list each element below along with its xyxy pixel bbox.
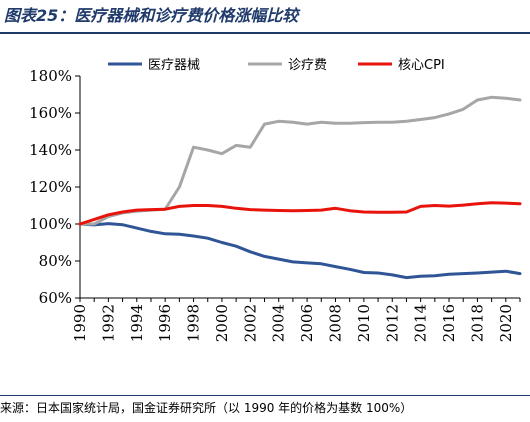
chart-legend: 医疗器械 诊疗费 核心CPI	[108, 58, 445, 73]
y-tick-label: 100%	[29, 215, 72, 233]
x-tick-label: 2010	[355, 304, 373, 342]
figure-source: 来源：日本国家统计局，国金证券研究所（以 1990 年的价格为基数 100%）	[0, 401, 413, 415]
line-chart: 医疗器械 诊疗费 核心CPI 60% 80% 100% 120% 140% 160% 180% 1…	[29, 58, 522, 342]
figure-title: 图表25：医疗器械和诊疗费价格涨幅比较	[4, 6, 299, 25]
x-tick-label: 2018	[468, 304, 486, 342]
x-tick-label: 2016	[440, 304, 458, 342]
y-tick-label: 80%	[39, 252, 72, 270]
x-tick-label: 1992	[99, 304, 117, 342]
source-rule	[0, 395, 530, 396]
x-tick-label: 1994	[128, 304, 146, 342]
x-tick-label: 2012	[383, 304, 401, 342]
x-tick-label: 2002	[241, 304, 259, 342]
x-tick-label: 1998	[185, 304, 203, 342]
x-tick-label: 1990	[71, 304, 89, 342]
title-rule	[0, 32, 530, 34]
x-tick-label: 2020	[497, 304, 515, 342]
y-tick-label: 140%	[29, 141, 72, 159]
x-tick-label: 1996	[156, 304, 174, 342]
x-tick-label: 2000	[213, 304, 231, 342]
x-tick-label: 2014	[412, 304, 430, 342]
x-tick-label: 2006	[298, 304, 316, 342]
y-tick-label: 120%	[29, 178, 72, 196]
y-tick-label: 180%	[29, 67, 72, 85]
series-line-3	[78, 201, 522, 226]
x-tick-label: 2004	[270, 304, 288, 342]
legend-label-3: 核心CPI	[398, 58, 445, 73]
x-tick-label: 2008	[326, 304, 344, 342]
series-line-1	[78, 222, 522, 280]
legend-label-1: 医疗器械	[148, 58, 200, 73]
legend-label-2: 诊疗费	[288, 58, 327, 73]
y-tick-label: 160%	[29, 104, 72, 122]
plot-area: 60% 80% 100% 120% 140% 160% 180% 1990 1992 1994 19…	[29, 67, 522, 342]
y-tick-label: 60%	[39, 289, 72, 307]
